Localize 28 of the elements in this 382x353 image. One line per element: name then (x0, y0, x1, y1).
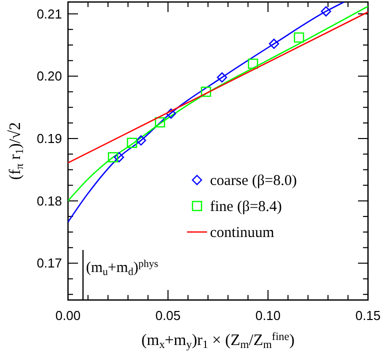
y-tick-label: 0.20 (36, 68, 62, 84)
y-tick-label: 0.18 (36, 193, 62, 208)
point (248, 58, 258, 69)
point (320, 6, 332, 16)
x-tick-label: 0.00 (55, 308, 81, 323)
point (166, 108, 176, 119)
ref-line-label: (m$_{u}$+m$_{d}$)$^{phys}$ (86, 259, 158, 278)
x-tick-label: 0.10 (255, 308, 281, 323)
y-tick-label: 0.19 (36, 131, 62, 146)
y-tick-label: 0.21 (36, 6, 62, 22)
line-series (68, 6, 368, 202)
x-tick-label: 0.15 (355, 308, 381, 323)
line-series (68, 2, 345, 223)
legend-label: fine (β=8.4) (210, 199, 282, 215)
legend-label: coarse (β=8.0) (210, 173, 297, 189)
point (108, 152, 118, 162)
point (136, 135, 146, 146)
point (114, 152, 124, 162)
point (200, 86, 212, 97)
x-tick-label: 0.05 (155, 308, 181, 323)
y-tick-label: 0.17 (36, 256, 62, 271)
text: (m$_{x}$+m$_{y}$)r$_{1}$ × (Z$_{m}$/Z$_{m}$$^{fine}$) (141, 331, 295, 352)
point (126, 138, 138, 148)
point (294, 32, 304, 43)
legend-label: continuum (210, 225, 274, 241)
point (154, 117, 166, 128)
point (216, 72, 228, 83)
point (268, 38, 280, 49)
